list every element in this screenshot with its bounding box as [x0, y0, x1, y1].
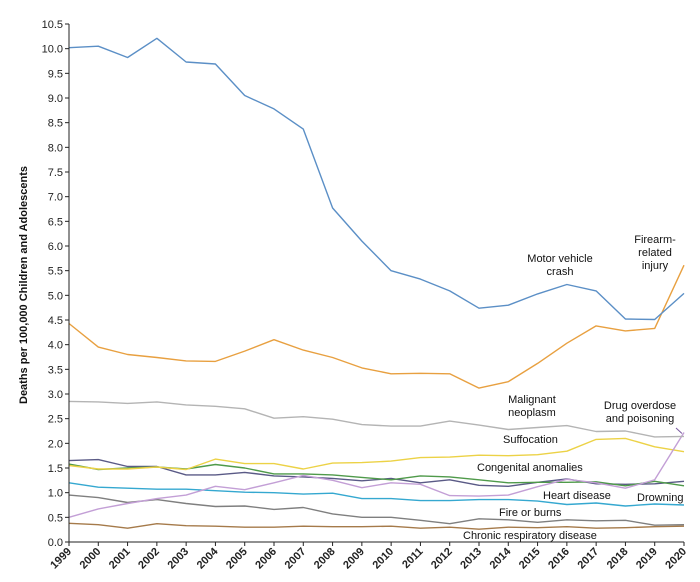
x-tick-label: 2000	[78, 546, 104, 572]
series-line-malignant-neoplasm	[68, 400, 685, 438]
x-tick-label: 2016	[546, 546, 572, 572]
series-label-line: crash	[547, 266, 574, 278]
series-label-line: Drug overdose	[604, 400, 676, 412]
series-label-motor-vehicle-crash: Motor vehicle crash	[527, 253, 592, 278]
y-tick-label: 6.0	[48, 241, 63, 253]
series-label-line: Fire or burns	[499, 507, 562, 519]
x-tick-label: 2005	[224, 546, 250, 572]
y-tick-label: 1.5	[48, 463, 63, 475]
x-tick-label: 2004	[195, 545, 221, 571]
x-tick-label: 2018	[605, 546, 631, 572]
series-label-drug-overdose-and-poisoning: Drug overdose and poisoning	[604, 400, 676, 425]
series-label-line: Malignant	[508, 394, 556, 406]
x-tick-label: 2011	[400, 546, 425, 571]
x-axis-ticks: 1999 2000 2001 2002 2003 2004 2005 2006 2007 2008…	[48, 542, 689, 571]
series-labels: Motor vehicle crash Firearm-related injury M…	[463, 234, 683, 542]
x-tick-label: 2008	[312, 546, 338, 572]
y-tick-label: 10.5	[42, 19, 63, 31]
plot-series	[68, 37, 685, 530]
series-label-line: Chronic respiratory disease	[463, 530, 597, 542]
series-label-suffocation: Suffocation	[503, 434, 558, 446]
y-tick-label: 8.0	[48, 142, 63, 154]
y-tick-label: 0.5	[48, 512, 63, 524]
series-line-drug-overdose-and-poisoning	[68, 432, 685, 518]
y-tick-label: 7.0	[48, 192, 63, 204]
series-label-line: neoplasm	[508, 407, 556, 419]
series-label-line: Motor vehicle	[527, 253, 592, 265]
series-label-congenital-anomalies: Congenital anomalies	[477, 462, 583, 474]
series-label-chronic-respiratory-disease: Chronic respiratory disease	[463, 530, 597, 542]
series-label-fire-or-burns: Fire or burns	[499, 507, 562, 519]
x-tick-label: 2007	[283, 546, 309, 572]
series-label-line: related	[638, 247, 672, 259]
y-tick-label: 3.5	[48, 364, 63, 376]
axes	[68, 24, 684, 543]
series-line-fire-or-burns	[68, 494, 685, 526]
series-label-heart-disease: Heart disease	[543, 490, 611, 502]
series-label-firearm-related-injury: Firearm-related injury	[634, 234, 676, 272]
series-line-chronic-respiratory-disease	[68, 522, 685, 530]
y-tick-label: 6.5	[48, 216, 63, 228]
series-label-line: Firearm-	[634, 234, 676, 246]
x-tick-label: 2012	[429, 546, 455, 572]
drug-overdose-leader-line	[675, 427, 683, 434]
x-tick-label: 2019	[634, 546, 660, 572]
y-tick-label: 0.0	[48, 537, 63, 549]
x-tick-label: 2010	[370, 546, 396, 572]
series-label-malignant-neoplasm: Malignant neoplasm	[508, 394, 556, 419]
x-tick-label: 2017	[575, 546, 601, 572]
x-tick-label: 2020	[663, 546, 689, 572]
series-label-drowning: Drowning	[637, 492, 683, 504]
x-tick-label: 2001	[107, 546, 133, 572]
y-tick-label: 2.0	[48, 438, 63, 450]
series-label-line: Heart disease	[543, 490, 611, 502]
x-tick-label: 2009	[341, 546, 367, 572]
y-tick-label: 8.5	[48, 118, 63, 130]
y-axis-title: Deaths per 100,000 Children and Adolesce…	[18, 166, 30, 404]
x-tick-label: 2006	[253, 546, 279, 572]
x-tick-label: 2003	[165, 546, 191, 572]
y-tick-label: 1.0	[48, 488, 63, 500]
y-tick-label: 2.5	[48, 414, 63, 426]
x-tick-label: 2013	[458, 546, 484, 572]
x-tick-label: 2002	[136, 546, 162, 572]
series-line-suffocation	[68, 437, 685, 471]
y-axis-ticks: 0.0 0.5 1.0 1.5 2.0 2.5 3.0 3.5 4.0 4.5 5.0 5.5 6.0 6…	[42, 19, 69, 549]
series-line-firearm-related-injury	[68, 264, 685, 389]
y-tick-label: 5.5	[48, 266, 63, 278]
y-tick-label: 9.0	[48, 93, 63, 105]
x-tick-label: 2014	[488, 545, 514, 571]
y-tick-label: 7.5	[48, 167, 63, 179]
y-tick-label: 5.0	[48, 290, 63, 302]
series-label-line: Suffocation	[503, 434, 558, 446]
series-label-line: Congenital anomalies	[477, 462, 583, 474]
y-tick-label: 4.0	[48, 340, 63, 352]
series-label-line: and poisoning	[606, 413, 675, 425]
series-line-motor-vehicle-crash	[68, 37, 685, 321]
y-tick-label: 4.5	[48, 315, 63, 327]
y-tick-label: 9.5	[48, 68, 63, 80]
series-label-line: injury	[642, 260, 669, 272]
x-tick-label: 2015	[517, 546, 543, 572]
series-label-line: Drowning	[637, 492, 683, 504]
x-tick-label: 1999	[48, 546, 74, 572]
series-line-heart-disease	[68, 482, 685, 507]
y-tick-label: 3.0	[48, 389, 63, 401]
y-tick-label: 10.0	[42, 44, 63, 56]
